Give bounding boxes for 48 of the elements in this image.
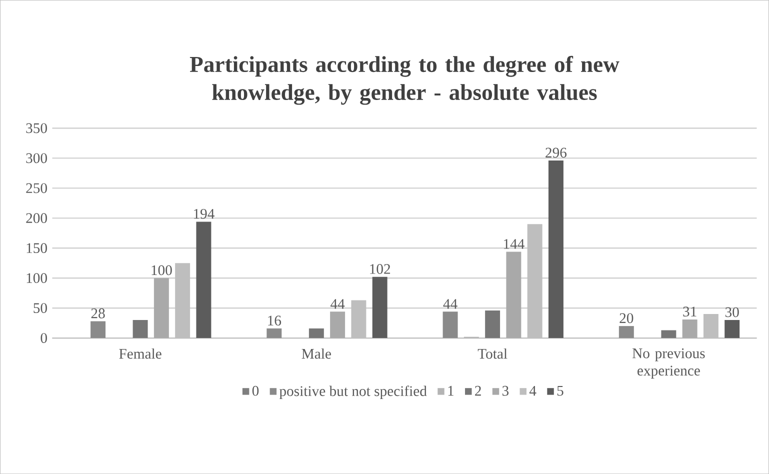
bar — [682, 319, 698, 338]
x-tick-label: Male — [302, 348, 331, 359]
data-label: 16 — [268, 316, 282, 326]
y-tick-label: 250 — [26, 183, 47, 193]
y-tick-label: 300 — [26, 153, 47, 164]
data-label: 28 — [91, 308, 105, 318]
legend-label: 3 — [502, 386, 509, 396]
y-tick-label: 0 — [40, 333, 47, 343]
x-tick-label: No previous experience — [632, 348, 705, 378]
legend-label: 1 — [448, 386, 454, 396]
y-tick-label: 200 — [26, 213, 47, 223]
y-tick-label: 150 — [26, 243, 47, 253]
bar — [724, 320, 740, 338]
bar — [308, 328, 324, 338]
data-label: 194 — [194, 208, 214, 219]
legend-label: 2 — [475, 386, 481, 396]
bar — [485, 310, 500, 338]
bar — [266, 328, 282, 338]
data-label: 20 — [620, 313, 634, 324]
bar — [661, 330, 676, 338]
y-tick-label: 100 — [26, 273, 47, 283]
data-label: 44 — [443, 298, 458, 309]
bar — [90, 321, 106, 338]
data-label: 44 — [330, 298, 345, 309]
x-tick-label: Female — [119, 348, 162, 359]
bar — [196, 222, 212, 338]
data-label: 100 — [152, 265, 172, 276]
bar — [132, 320, 148, 338]
bar — [154, 278, 169, 338]
chart-title: Participants according to the degree of new knowledge, by gender - absolute values — [190, 56, 620, 105]
data-label: 31 — [683, 306, 696, 316]
bar — [372, 276, 388, 338]
bar — [618, 326, 634, 338]
bar — [442, 312, 458, 338]
data-label: 102 — [370, 264, 390, 274]
data-label: 30 — [725, 307, 739, 318]
legend-label: 4 — [529, 386, 536, 396]
legend-label: 0 — [252, 386, 259, 396]
y-tick-label: 50 — [34, 303, 47, 313]
bar — [506, 252, 522, 338]
data-label: 296 — [546, 148, 567, 158]
data-label: 144 — [504, 238, 524, 249]
legend-label: 5 — [557, 386, 564, 396]
bar — [548, 160, 564, 338]
y-tick-label: 350 — [26, 123, 47, 134]
legend-label: positive but not specified — [279, 386, 427, 399]
x-tick-label: Total — [478, 348, 508, 359]
bar — [330, 312, 346, 338]
